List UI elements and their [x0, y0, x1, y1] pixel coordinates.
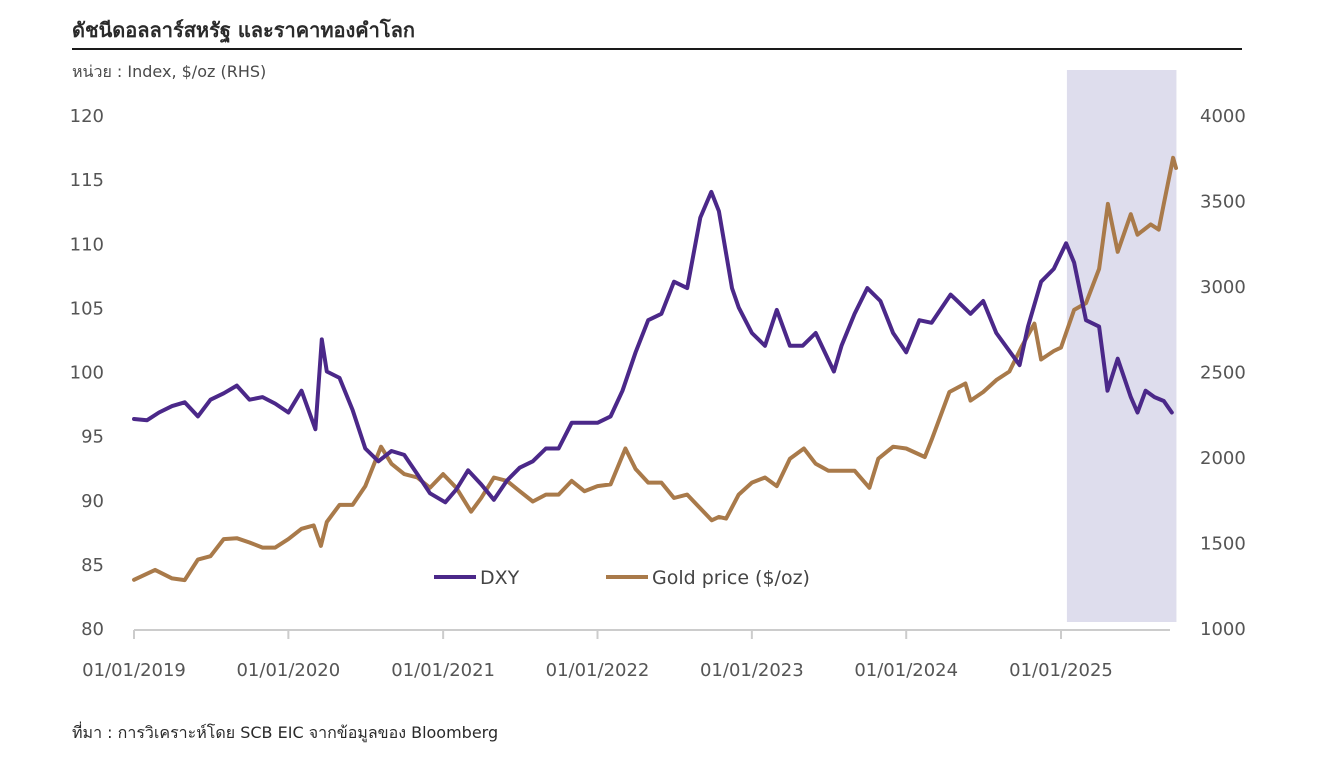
- x-tick-label: 01/01/2023: [700, 660, 804, 681]
- chart-title: ดัชนีดอลลาร์สหรัฐ และราคาทองคำโลก: [72, 18, 415, 42]
- y-right-tick-label: 1000: [1200, 619, 1246, 640]
- gold-series-line: [132, 155, 1178, 583]
- y-left-tick-label: 110: [70, 234, 104, 255]
- y-right-tick-label: 4000: [1200, 106, 1246, 127]
- legend-dxy-label: DXY: [480, 567, 520, 589]
- y-right-tick-label: 2500: [1200, 363, 1246, 384]
- unit-label: หน่วย : Index, $/oz (RHS): [72, 62, 267, 81]
- x-tick-label: 01/01/2020: [236, 660, 340, 681]
- title-divider: [72, 48, 1242, 50]
- y-left-tick-label: 100: [70, 363, 104, 384]
- y-left-tick-label: 105: [70, 298, 104, 319]
- dxy-series-line: [132, 189, 1174, 505]
- y-right-tick-label: 3000: [1200, 277, 1246, 298]
- highlight-band: [1066, 70, 1177, 622]
- x-tick-label: 01/01/2021: [391, 660, 495, 681]
- x-tick-label: 01/01/2019: [82, 660, 186, 681]
- x-tick-label: 01/01/2022: [546, 660, 650, 681]
- y-left-tick-label: 120: [70, 106, 104, 127]
- y-left-tick-label: 80: [81, 619, 104, 640]
- source-note: ที่มา : การวิเคราะห์โดย SCB EIC จากข้อมู…: [72, 723, 499, 742]
- legend-gold-label: Gold price ($/oz): [652, 567, 810, 589]
- y-left-tick-label: 85: [81, 555, 104, 576]
- y-right-tick-label: 2000: [1200, 448, 1246, 469]
- x-tick-label: 01/01/2024: [854, 660, 958, 681]
- y-right-tick-label: 1500: [1200, 534, 1246, 555]
- y-left-tick-label: 90: [81, 491, 104, 512]
- y-left-tick-label: 95: [81, 427, 104, 448]
- y-left-tick-label: 115: [70, 170, 104, 191]
- x-tick-label: 01/01/2025: [1009, 660, 1113, 681]
- y-right-tick-label: 3500: [1200, 192, 1246, 213]
